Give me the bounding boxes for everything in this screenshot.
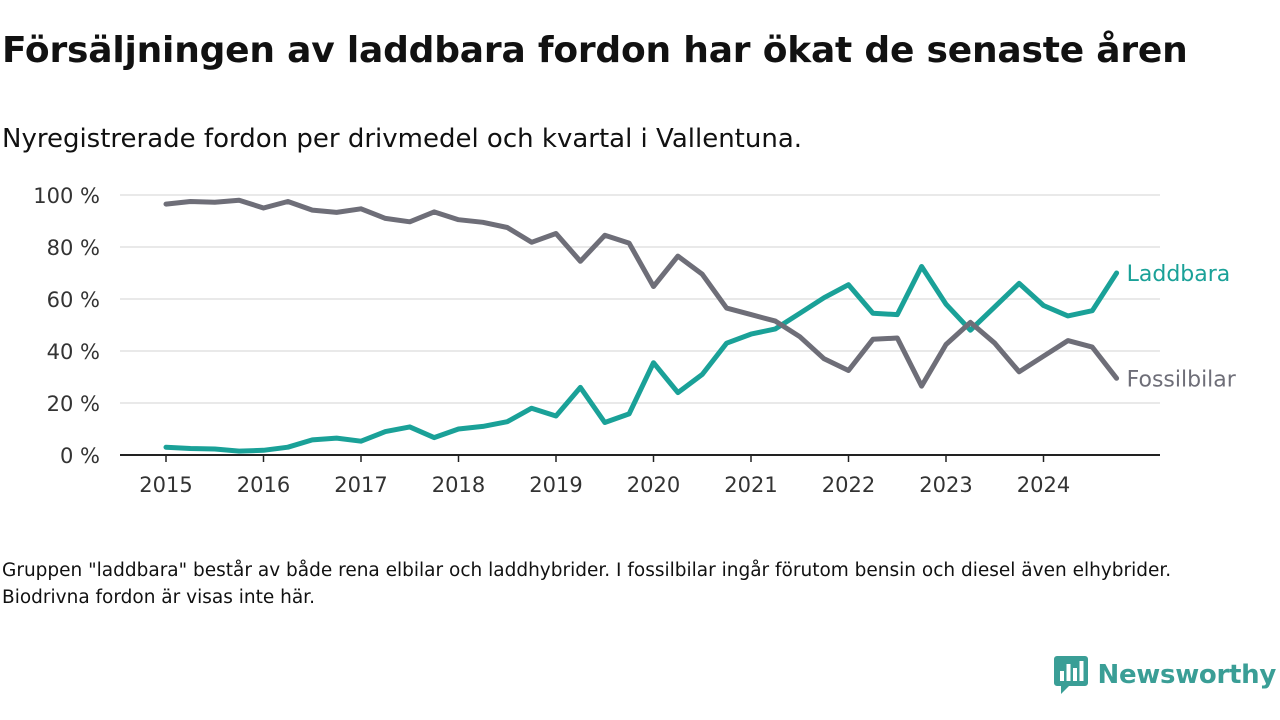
series-lines (163, 197, 1120, 454)
y-tick-label: 100 % (33, 184, 100, 208)
newsworthy-logo-icon (1053, 656, 1088, 694)
x-tick-label: 2016 (237, 473, 290, 497)
x-tick-label: 2017 (334, 473, 387, 497)
series-label-fossilbilar: Fossilbilar (1127, 367, 1237, 392)
y-tick-label: 80 % (47, 236, 100, 260)
line-chart: 0 % 20 % 40 % 60 % 80 % 100 % 2015 2016 2017 2018… (33, 184, 1237, 497)
x-tick-label: 2015 (139, 473, 192, 497)
gridlines (120, 194, 1160, 404)
y-tick-label: 60 % (47, 288, 100, 312)
x-tick-label: 2021 (724, 473, 777, 497)
x-tick-label: 2020 (627, 473, 680, 497)
axes: 0 % 20 % 40 % 60 % 80 % 100 % 2015 2016 2017 2018… (33, 184, 1160, 497)
brand-name: Newsworthy (1097, 660, 1277, 690)
series-line-fossilbilar (163, 197, 1120, 389)
series-labels: Laddbara Fossilbilar (1127, 262, 1237, 392)
x-tick-label: 2019 (529, 473, 582, 497)
brand-logo: Newsworthy (1053, 656, 1277, 694)
series-label-laddbara: Laddbara (1127, 262, 1231, 287)
y-tick-label: 20 % (47, 392, 100, 416)
y-tick-label: 0 % (60, 444, 100, 468)
chart-title: Försäljningen av laddbara fordon har öka… (2, 30, 1188, 71)
series-line-laddbara (163, 264, 1120, 454)
x-tick-label: 2018 (432, 473, 485, 497)
x-tick-label: 2024 (1017, 473, 1070, 497)
x-tick-label: 2023 (919, 473, 972, 497)
footnote: Gruppen "laddbara" består av både rena e… (2, 560, 1172, 608)
y-tick-label: 40 % (47, 340, 100, 364)
x-tick-label: 2022 (822, 473, 875, 497)
chart-subtitle: Nyregistrerade fordon per drivmedel och … (2, 124, 803, 154)
